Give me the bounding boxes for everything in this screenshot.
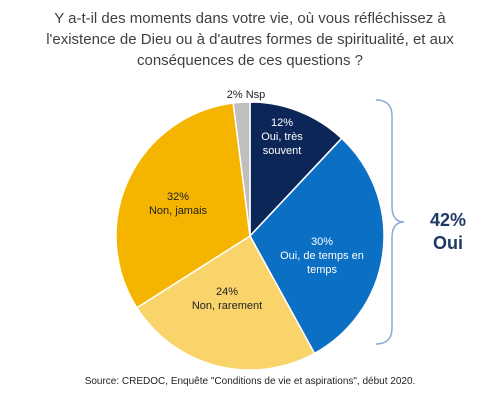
slice-label-line: Non, rarement [192,300,262,312]
pie-slice [249,137,385,355]
slice-label-line: 12% [271,117,293,129]
slice-label: 24% Non, rarement [192,286,262,312]
title-line: Y a-t-il des moments dans votre vie, où … [54,10,446,27]
slice-label-line: 2% Nsp [227,89,266,101]
slice-label: 30% Oui, de temps en temps [280,236,364,276]
oui-total-value: 42% [430,210,466,230]
pie-slice [232,101,251,237]
slice-label: 12% Oui, très souvent [261,117,303,157]
slice-label: 2% Nsp [227,89,266,101]
pie-labels: 12% Oui, très souvent 30% Oui, de temps en te… [149,89,364,312]
title-line: l'existence de Dieu ou à d'autres formes… [46,31,454,48]
source-note: Source: CREDOC, Enquête "Conditions de v… [84,376,416,387]
pie-slice [115,102,251,309]
oui-total-label: Oui [433,233,463,253]
slice-label-line: souvent [263,145,302,157]
slice-label-line: Oui, de temps en [280,250,364,262]
slice-label-line: 30% [311,236,333,248]
slice-label: 32% Non, jamais [149,191,208,217]
pie-slices [115,101,385,371]
oui-bracket [375,99,405,345]
slice-label-line: temps [307,264,337,276]
slice-label-line: Oui, très [261,131,303,143]
title-line: conséquences de ces questions ? [137,52,363,69]
slice-label-line: 32% [167,191,189,203]
chart-title: Y a-t-il des moments dans votre vie, où … [20,8,480,71]
pie-slice [135,234,316,371]
slice-label-line: 24% [216,286,238,298]
slice-label-line: Non, jamais [149,205,208,217]
pie-slice [249,101,343,238]
